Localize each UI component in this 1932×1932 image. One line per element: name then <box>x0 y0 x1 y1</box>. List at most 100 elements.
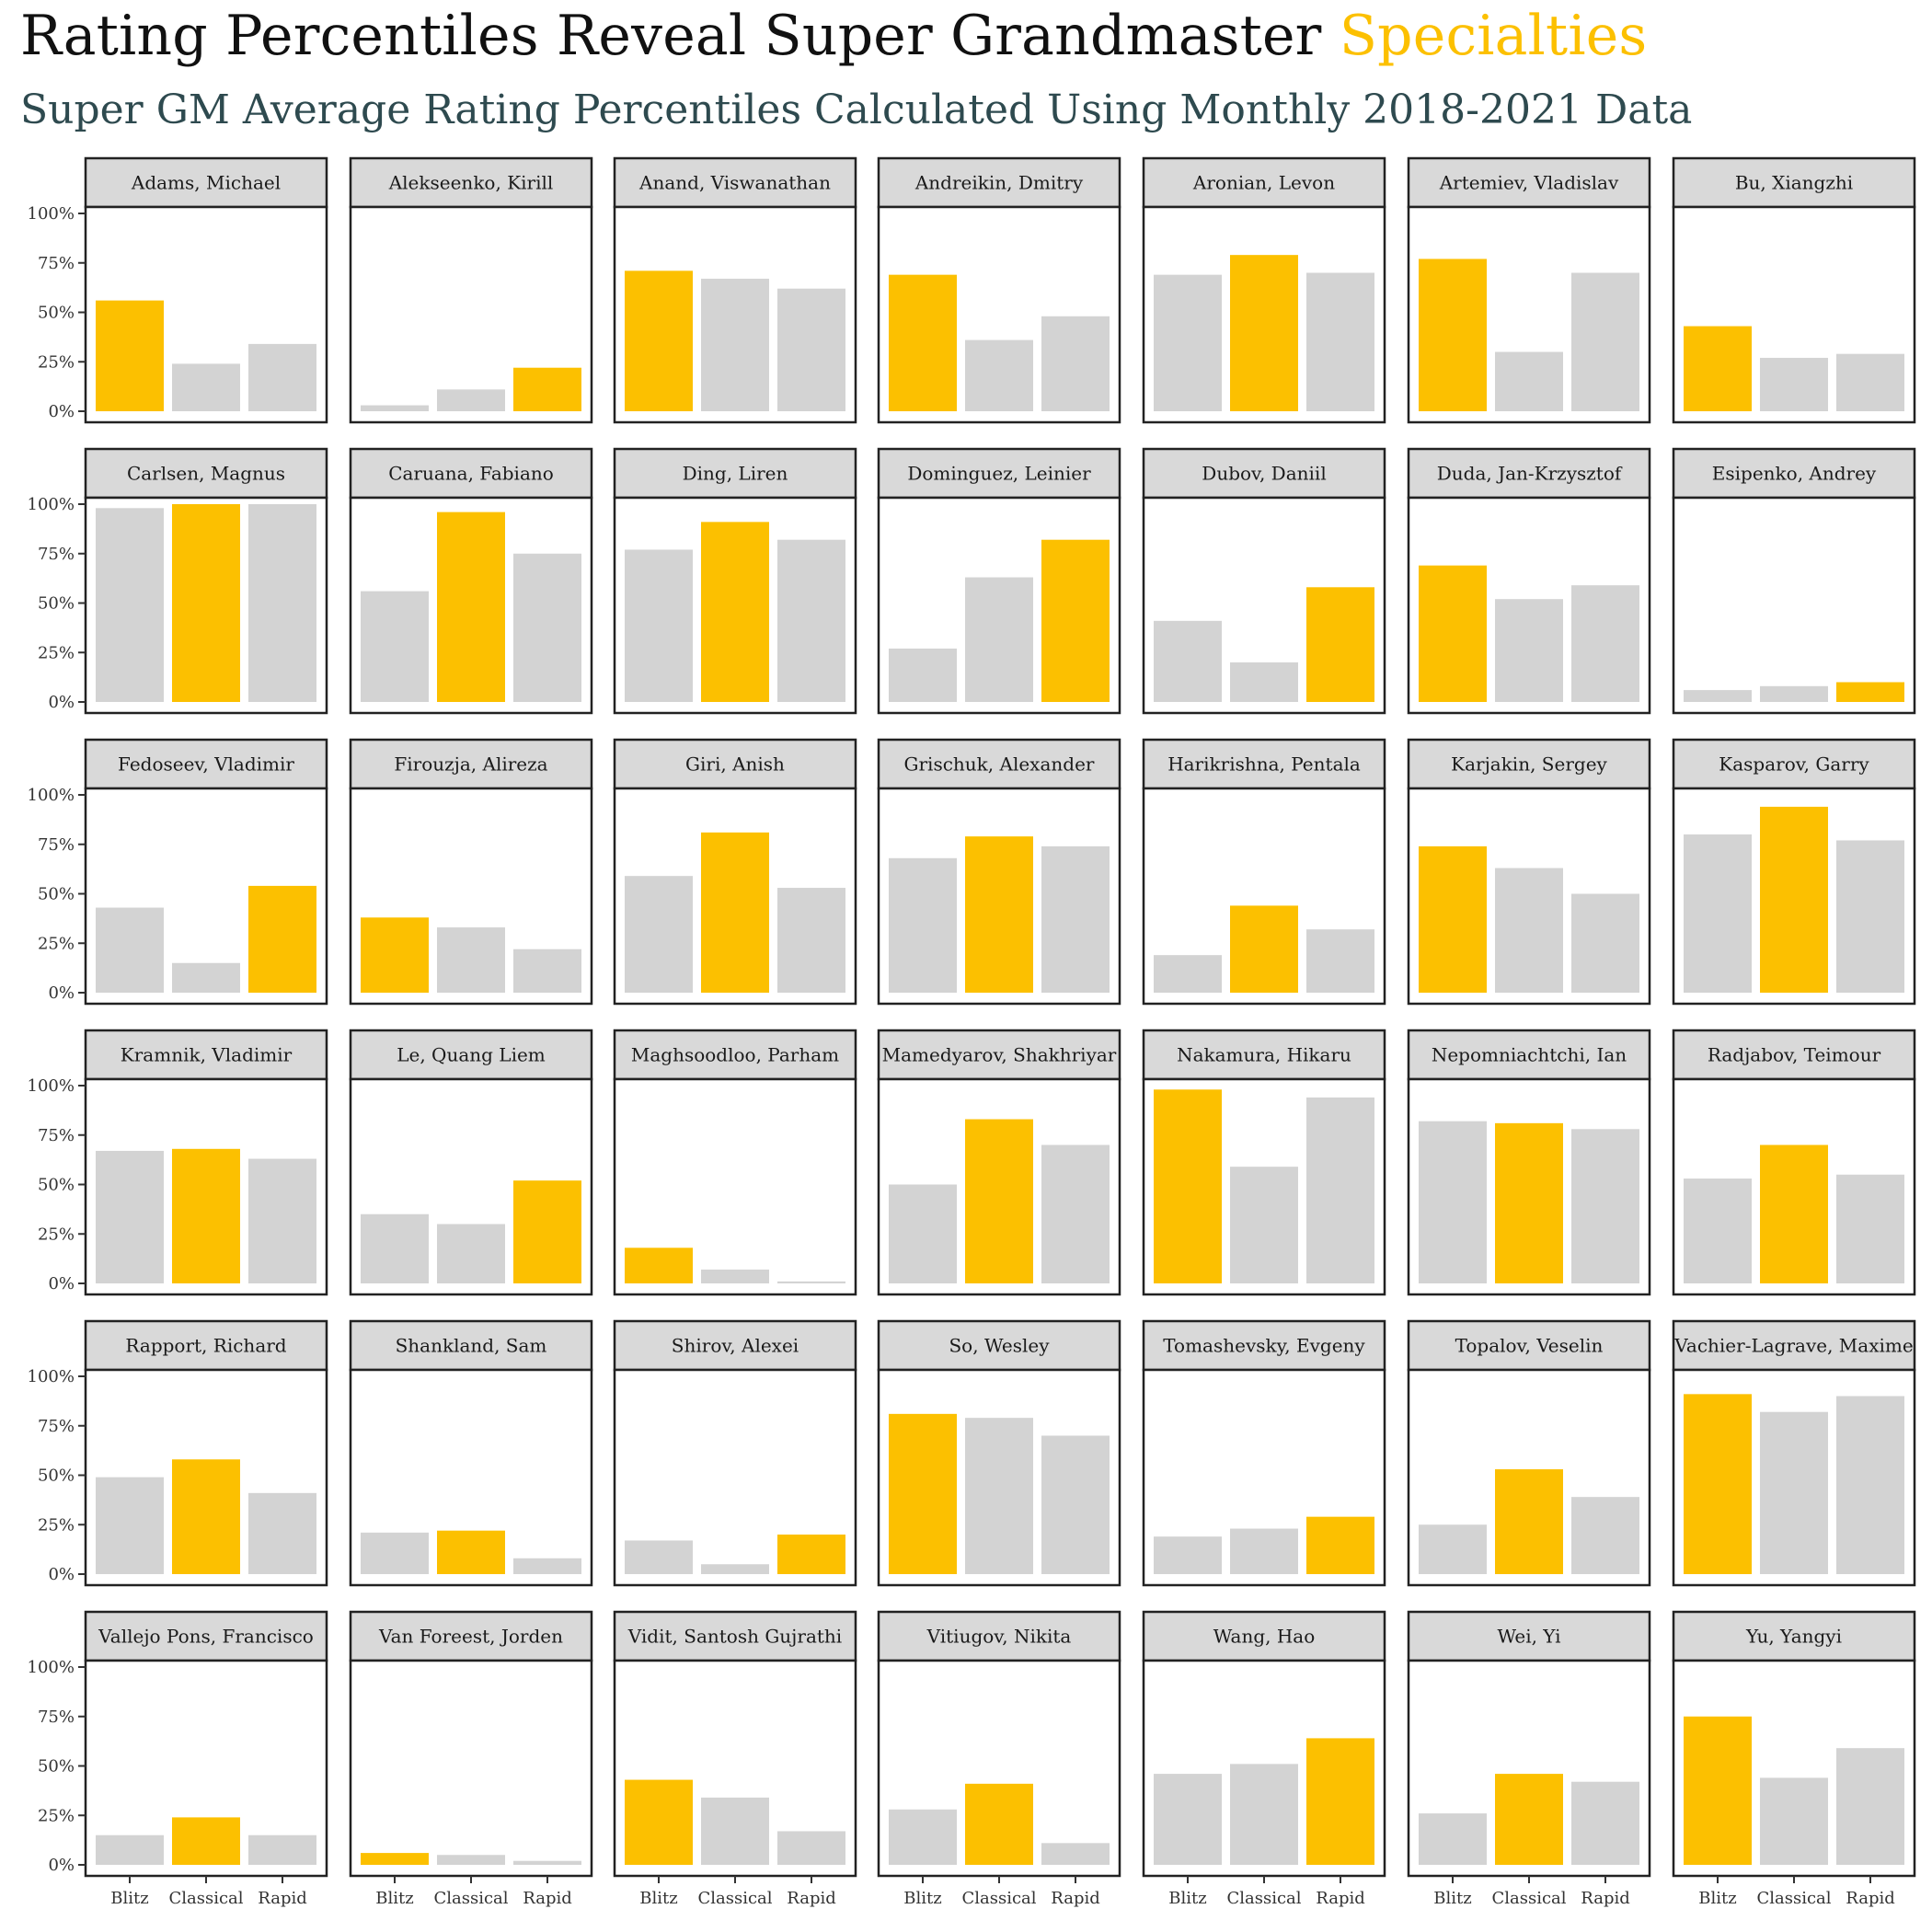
bar-adams-michael-blitz <box>96 300 164 411</box>
y-tick-label: 75% <box>38 835 75 855</box>
bar-vachier-lagrave-maxime-classical <box>1760 1411 1828 1574</box>
facet-panel-esipenko-andrey <box>1672 496 1916 715</box>
y-tick-label: 100% <box>28 786 75 805</box>
x-tick-label: Rapid <box>523 1889 572 1908</box>
x-tick-label: Classical <box>433 1889 508 1908</box>
x-tick-label: Rapid <box>1316 1889 1365 1908</box>
bar-alekseenko-kirill-classical <box>437 389 505 411</box>
facet-strip-shirov-alexei <box>613 1319 857 1372</box>
facet-label: Kramnik, Vladimir <box>121 1044 293 1066</box>
bar-shirov-alexei-blitz <box>625 1540 693 1574</box>
bar-dubov-daniil-blitz <box>1154 620 1222 702</box>
x-tick-label: Rapid <box>1846 1889 1895 1908</box>
facet-strip-le-quang-liem <box>349 1029 593 1081</box>
bar-caruana-fabiano-classical <box>437 512 505 702</box>
facet-strip-duda-jan-krzysztof <box>1407 447 1651 500</box>
bar-rapport-richard-classical <box>172 1459 240 1574</box>
facet-strip-rapport-richard <box>84 1319 328 1372</box>
facet-strip-artemiev-vladislav <box>1407 156 1651 209</box>
bar-le-quang-liem-classical <box>437 1224 505 1283</box>
bar-topalov-veselin-rapid <box>1571 1497 1639 1574</box>
bar-shirov-alexei-classical <box>701 1564 769 1574</box>
y-tick-label: 100% <box>28 1658 75 1677</box>
facet-label: Giri, Anish <box>685 753 785 776</box>
bar-dubov-daniil-rapid <box>1306 587 1374 702</box>
facet-strip-tomashevsky-evgeny <box>1142 1319 1386 1372</box>
facet-strip-ding-liren <box>613 447 857 500</box>
facet-label: Alekseenko, Kirill <box>388 172 554 194</box>
bar-nepomniachtchi-ian-blitz <box>1419 1121 1487 1283</box>
x-tick-label: Blitz <box>110 1889 148 1908</box>
bar-van-foreest-jorden-classical <box>437 1855 505 1865</box>
facet-strip-van-foreest-jorden <box>349 1610 593 1662</box>
bar-nakamura-hikaru-classical <box>1230 1167 1298 1283</box>
facet-strip-andreikin-dmitry <box>877 156 1121 209</box>
bar-fedoseev-vladimir-rapid <box>248 885 316 993</box>
facet-strip-giri-anish <box>613 738 857 790</box>
facet-panel-van-foreest-jorden <box>349 1659 593 1878</box>
facet-label: Mamedyarov, Shakhriyar <box>882 1044 1117 1066</box>
bar-bu-xiangzhi-classical <box>1760 357 1828 411</box>
facet-strip-esipenko-andrey <box>1672 447 1916 500</box>
facet-label: Tomashevsky, Evgeny <box>1163 1335 1365 1357</box>
bar-bu-xiangzhi-blitz <box>1684 326 1752 411</box>
facet-label: Yu, Yangyi <box>1745 1626 1842 1648</box>
y-tick-label: 25% <box>38 1806 75 1825</box>
facet-label: Duda, Jan-Krzysztof <box>1437 463 1623 485</box>
y-tick-label: 25% <box>38 1225 75 1244</box>
bar-andreikin-dmitry-rapid <box>1041 316 1110 411</box>
bar-alekseenko-kirill-rapid <box>513 367 581 411</box>
bar-kramnik-vladimir-classical <box>172 1148 240 1283</box>
y-tick-label: 0% <box>48 693 75 712</box>
y-tick-label: 0% <box>48 1856 75 1875</box>
bar-wang-hao-blitz <box>1154 1774 1222 1865</box>
bar-vitiugov-nikita-blitz <box>889 1809 957 1865</box>
facet-strip-wang-hao <box>1142 1610 1386 1662</box>
bar-vitiugov-nikita-classical <box>965 1783 1033 1865</box>
bar-esipenko-andrey-rapid <box>1836 682 1904 702</box>
facet-strip-nepomniachtchi-ian <box>1407 1029 1651 1081</box>
bar-so-wesley-rapid <box>1041 1435 1110 1574</box>
x-tick-label: Classical <box>168 1889 243 1908</box>
y-tick-label: 25% <box>38 352 75 372</box>
bar-vachier-lagrave-maxime-blitz <box>1684 1394 1752 1574</box>
y-tick-label: 0% <box>48 402 75 421</box>
bar-maghsoodloo-parham-blitz <box>625 1248 693 1283</box>
facet-strip-topalov-veselin <box>1407 1319 1651 1372</box>
facet-label: Ding, Liren <box>683 463 788 485</box>
bar-vallejo-pons-francisco-rapid <box>248 1834 316 1865</box>
facet-label: Harikrishna, Pentala <box>1167 753 1361 776</box>
y-tick-label: 50% <box>38 1466 75 1486</box>
bar-le-quang-liem-rapid <box>513 1180 581 1283</box>
chart-subtitle: Super GM Average Rating Percentiles Calc… <box>20 86 1693 133</box>
bar-firouzja-alireza-blitz <box>361 917 429 993</box>
bar-vidit-santosh-gujrathi-classical <box>701 1797 769 1865</box>
facet-strip-kramnik-vladimir <box>84 1029 328 1081</box>
bar-maghsoodloo-parham-rapid <box>777 1281 845 1283</box>
bar-giri-anish-blitz <box>625 876 693 993</box>
y-tick-label: 75% <box>38 1126 75 1145</box>
facet-strip-wei-yi <box>1407 1610 1651 1662</box>
bar-andreikin-dmitry-blitz <box>889 274 957 411</box>
bar-dominguez-leinier-classical <box>965 577 1033 702</box>
facet-label: Andreikin, Dmitry <box>914 172 1084 194</box>
bar-esipenko-andrey-classical <box>1760 685 1828 702</box>
x-tick-label: Rapid <box>1581 1889 1630 1908</box>
bar-wang-hao-rapid <box>1306 1738 1374 1865</box>
bar-tomashevsky-evgeny-rapid <box>1306 1516 1374 1574</box>
x-tick-label: Classical <box>1491 1889 1566 1908</box>
bar-vallejo-pons-francisco-classical <box>172 1817 240 1865</box>
facet-label: Adams, Michael <box>131 172 281 194</box>
bar-giri-anish-rapid <box>777 888 845 993</box>
bar-anand-viswanathan-blitz <box>625 270 693 411</box>
facet-strip-karjakin-sergey <box>1407 738 1651 790</box>
bar-fedoseev-vladimir-classical <box>172 962 240 993</box>
y-tick-label: 25% <box>38 643 75 662</box>
facet-label: Caruana, Fabiano <box>388 463 554 485</box>
bar-shankland-sam-blitz <box>361 1532 429 1574</box>
bar-anand-viswanathan-rapid <box>777 288 845 411</box>
facet-label: Vitiugov, Nikita <box>926 1626 1072 1648</box>
bar-shankland-sam-classical <box>437 1530 505 1574</box>
bar-kasparov-garry-classical <box>1760 806 1828 993</box>
bar-vidit-santosh-gujrathi-rapid <box>777 1831 845 1865</box>
